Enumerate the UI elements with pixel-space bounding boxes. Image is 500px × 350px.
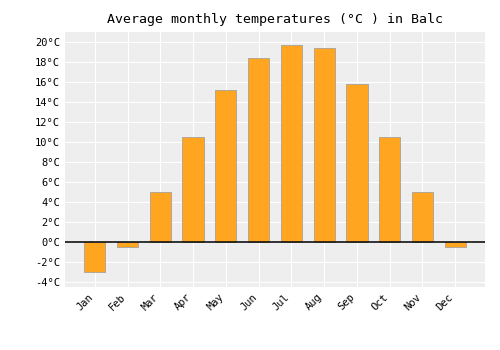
Bar	[280, 44, 302, 242]
Bar	[182, 137, 204, 242]
Bar	[444, 242, 466, 247]
Bar	[314, 48, 335, 242]
Bar	[379, 137, 400, 242]
Bar	[248, 57, 270, 242]
Bar	[346, 84, 368, 242]
Bar	[215, 90, 236, 242]
Bar	[84, 242, 106, 272]
Bar	[150, 192, 171, 242]
Title: Average monthly temperatures (°C ) in Balc: Average monthly temperatures (°C ) in Ba…	[107, 13, 443, 26]
Bar	[412, 192, 433, 242]
Bar	[117, 242, 138, 247]
